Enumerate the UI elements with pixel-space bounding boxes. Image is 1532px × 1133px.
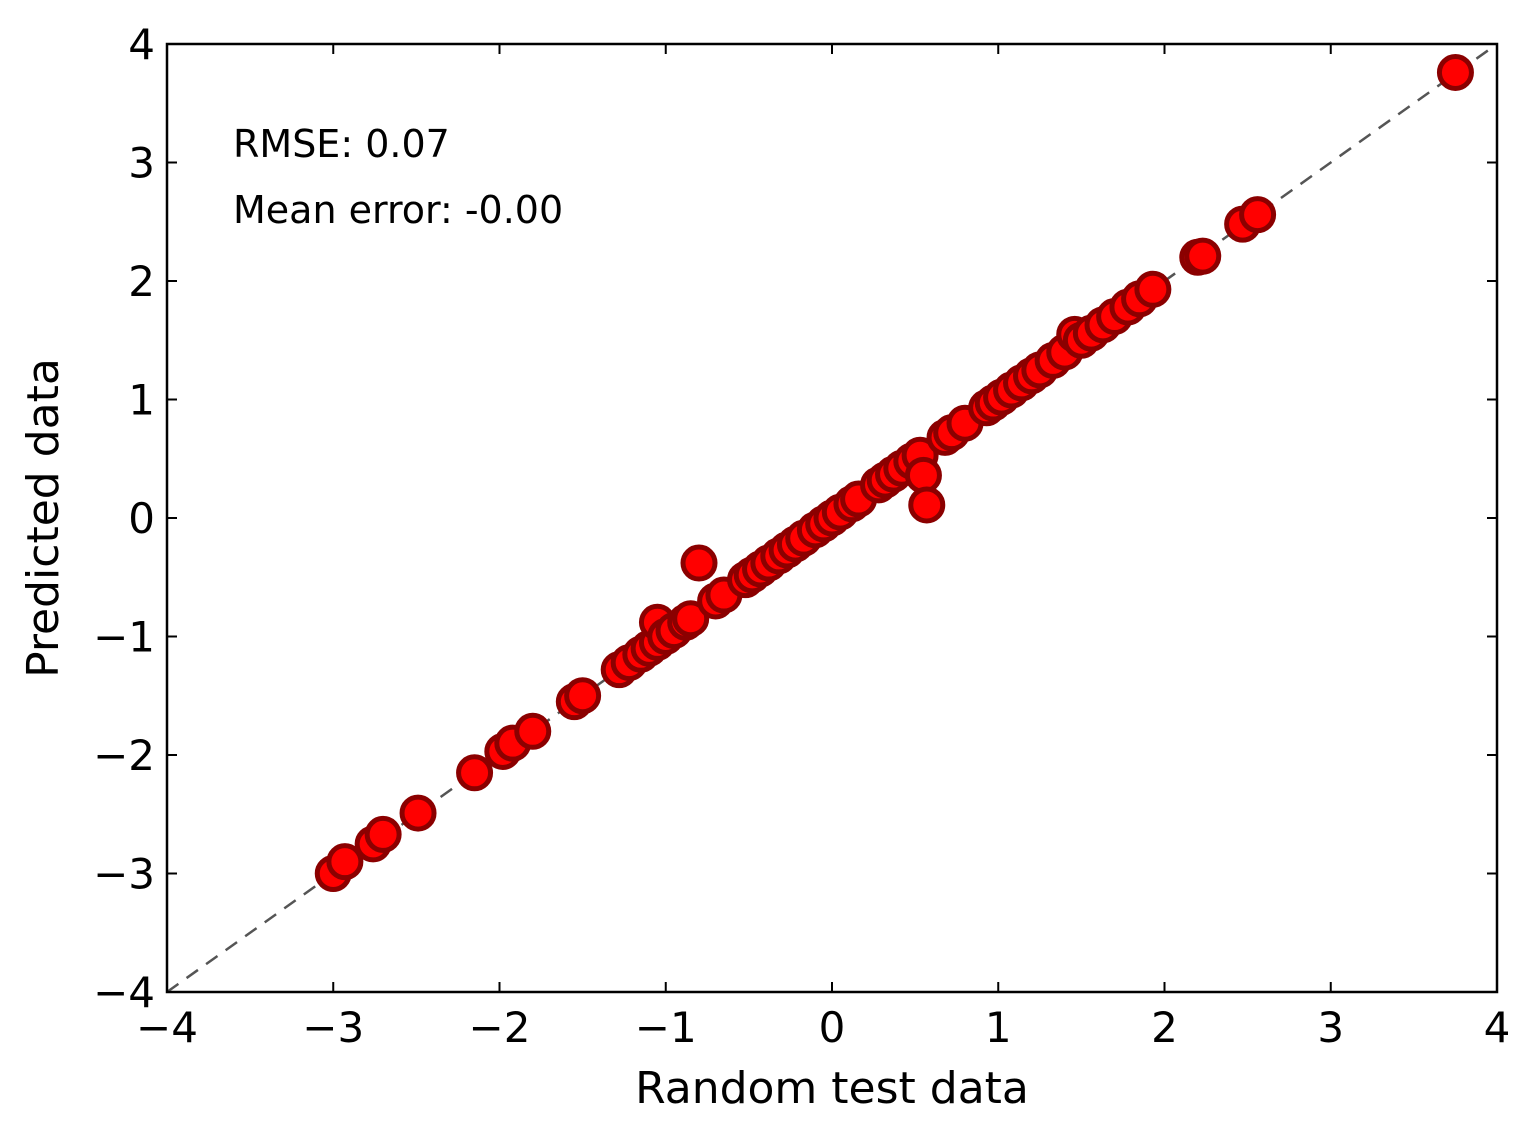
data-point xyxy=(399,794,437,832)
data-point xyxy=(1436,53,1474,91)
data-point xyxy=(514,712,552,750)
y-tick-label: −1 xyxy=(93,613,155,662)
x-tick-label: −1 xyxy=(635,1003,697,1052)
y-tick-label: −2 xyxy=(93,731,155,780)
rmse-annotation: RMSE: 0.07 xyxy=(233,122,450,166)
y-tick-label: 4 xyxy=(128,20,155,69)
x-axis-label: Random test data xyxy=(635,1063,1029,1114)
data-point xyxy=(904,456,942,494)
data-point xyxy=(680,544,718,582)
y-tick-label: 3 xyxy=(128,139,155,188)
mean-error-annotation: Mean error: -0.00 xyxy=(233,188,563,232)
y-tick-label: 2 xyxy=(128,257,155,306)
data-point xyxy=(456,754,494,792)
data-point xyxy=(1184,237,1222,275)
data-point xyxy=(364,815,402,853)
x-tick-label: −4 xyxy=(136,1003,198,1052)
y-tick-label: 0 xyxy=(128,494,155,543)
y-axis-label: Predicted data xyxy=(18,358,69,678)
y-tick-label: −3 xyxy=(93,850,155,899)
data-points xyxy=(314,53,1474,892)
x-tick-label: 2 xyxy=(1151,1003,1178,1052)
y-tick-label: −4 xyxy=(93,968,155,1017)
axis-ticks: −4−4 −3 −3 −2 −2 −1 −1 0 0 1 1 2 2 3 3 4 4 xyxy=(93,20,1510,1052)
x-tick-label: −2 xyxy=(469,1003,531,1052)
x-tick-label: 3 xyxy=(1317,1003,1344,1052)
x-tick-label: 0 xyxy=(819,1003,846,1052)
data-point xyxy=(908,486,946,524)
data-point xyxy=(1239,196,1277,234)
data-point xyxy=(326,843,364,881)
data-point xyxy=(564,677,602,715)
x-tick-label: 1 xyxy=(985,1003,1012,1052)
data-point xyxy=(672,600,710,638)
x-tick-label: −3 xyxy=(302,1003,364,1052)
y-tick-label: 1 xyxy=(128,376,155,425)
data-point xyxy=(1134,270,1172,308)
x-tick-label: 4 xyxy=(1484,1003,1511,1052)
